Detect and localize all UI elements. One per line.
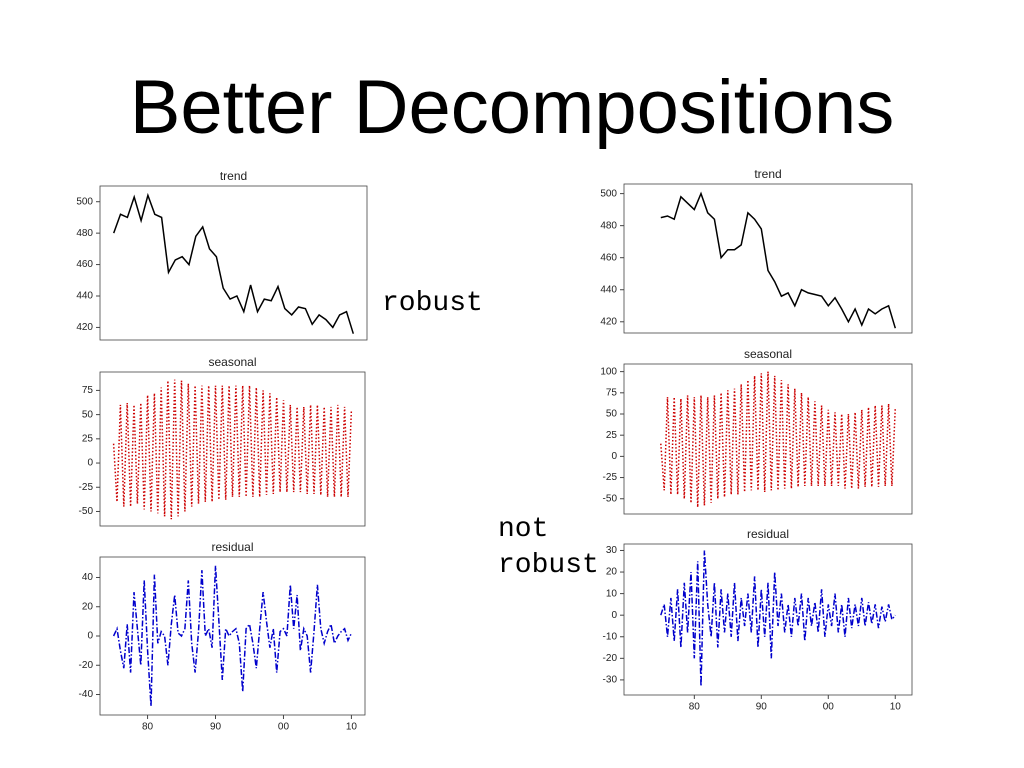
y-tick-label: 20 — [606, 567, 618, 578]
y-tick-label: 500 — [76, 196, 93, 207]
chart-title: trend — [220, 169, 247, 183]
chart-title: residual — [747, 527, 789, 541]
series-line — [112, 565, 353, 707]
y-tick-label: 25 — [606, 430, 618, 441]
y-tick-label: 460 — [600, 252, 617, 263]
x-tick-label: 10 — [890, 702, 902, 713]
label-not-robust: not robust — [498, 514, 599, 581]
series-line — [660, 550, 896, 687]
plot-frame — [99, 185, 368, 341]
y-tick-label: 10 — [606, 588, 618, 599]
chart-title: seasonal — [744, 347, 792, 361]
y-tick-label: -40 — [79, 689, 94, 700]
y-tick-label: 0 — [87, 458, 93, 469]
chart-title: residual — [211, 540, 253, 554]
slide-title: Better Decompositions — [129, 65, 895, 150]
plot-frame — [623, 183, 913, 334]
plot-frame — [623, 543, 913, 696]
series-line — [112, 192, 355, 334]
series-line — [660, 371, 897, 508]
y-tick-label: 75 — [606, 387, 618, 398]
plot-frame — [99, 556, 366, 716]
y-tick-label: -20 — [79, 660, 94, 671]
y-tick-label: 50 — [82, 409, 94, 420]
y-tick-label: 480 — [76, 228, 93, 239]
y-tick-label: 460 — [76, 259, 93, 270]
y-tick-label: 440 — [600, 284, 617, 295]
chart-title: trend — [754, 167, 781, 181]
x-tick-label: 80 — [142, 722, 154, 733]
series-line — [112, 379, 353, 520]
y-tick-label: -50 — [79, 506, 94, 517]
x-tick-label: 00 — [278, 722, 290, 733]
y-tick-label: -25 — [79, 482, 94, 493]
x-tick-label: 90 — [210, 722, 222, 733]
y-tick-label: 500 — [600, 188, 617, 199]
x-tick-label: 00 — [823, 702, 835, 713]
series-line — [660, 191, 897, 329]
y-tick-label: 0 — [611, 451, 617, 462]
y-tick-label: -20 — [603, 653, 618, 664]
y-tick-label: -10 — [603, 631, 618, 642]
y-tick-label: 480 — [600, 220, 617, 231]
y-tick-label: 20 — [82, 601, 94, 612]
y-tick-label: 40 — [82, 572, 94, 583]
y-tick-label: 30 — [606, 545, 618, 556]
y-tick-label: 50 — [606, 409, 618, 420]
y-tick-label: 0 — [87, 631, 93, 642]
y-tick-label: 75 — [82, 385, 94, 396]
x-tick-label: 80 — [689, 702, 701, 713]
y-tick-label: 420 — [76, 322, 93, 333]
y-tick-label: 420 — [600, 316, 617, 327]
x-tick-label: 10 — [346, 722, 358, 733]
label-robust: robust — [382, 288, 483, 319]
plot-frame — [99, 371, 366, 527]
y-tick-label: 440 — [76, 291, 93, 302]
y-tick-label: 0 — [611, 610, 617, 621]
x-tick-label: 90 — [756, 702, 768, 713]
y-tick-label: 25 — [82, 433, 94, 444]
plot-frame — [623, 363, 913, 515]
y-tick-label: 100 — [600, 366, 617, 377]
y-tick-label: -50 — [603, 493, 618, 504]
y-tick-label: -25 — [603, 472, 618, 483]
y-tick-label: -30 — [603, 675, 618, 686]
chart-title: seasonal — [208, 355, 256, 369]
